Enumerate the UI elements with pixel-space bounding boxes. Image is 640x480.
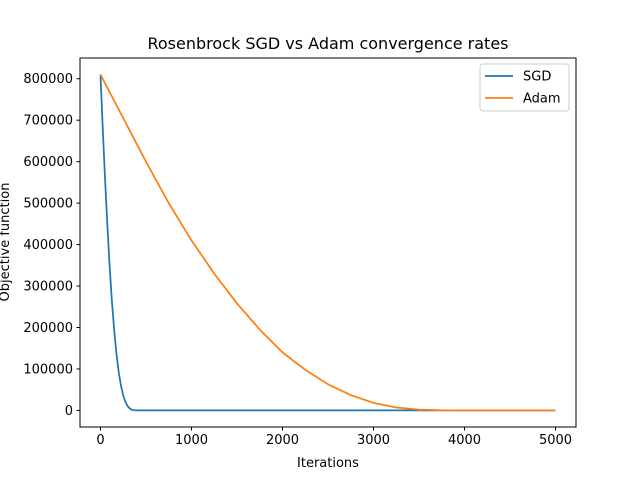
x-tick-label: 3000 bbox=[357, 433, 390, 448]
y-axis: 0 100000 200000 300000 400000 500000 600000 700… bbox=[23, 72, 80, 419]
x-tick-label: 2000 bbox=[266, 433, 299, 448]
series-line-adam bbox=[99, 74, 556, 412]
y-tick-label: 400000 bbox=[23, 238, 73, 253]
plot-lines bbox=[99, 74, 556, 412]
legend: SGD Adam bbox=[479, 63, 570, 112]
x-tick-label: 5000 bbox=[539, 433, 572, 448]
y-tick-label: 500000 bbox=[23, 197, 73, 212]
series-line-sgd bbox=[99, 74, 556, 412]
y-tick-label: 800000 bbox=[23, 72, 73, 87]
y-axis-label: Objective function bbox=[0, 183, 13, 302]
y-tick-label: 600000 bbox=[23, 155, 73, 170]
y-tick-label: 0 bbox=[65, 404, 73, 419]
legend-label-sgd: SGD bbox=[523, 70, 551, 85]
y-tick-label: 100000 bbox=[23, 362, 73, 377]
y-tick-label: 300000 bbox=[23, 280, 73, 295]
x-axis-label: Iterations bbox=[297, 456, 359, 471]
y-tick-label: 200000 bbox=[23, 321, 73, 336]
y-tick-label: 700000 bbox=[23, 114, 73, 129]
x-tick-label: 1000 bbox=[175, 433, 208, 448]
chart-title: Rosenbrock SGD vs Adam convergence rates bbox=[147, 34, 508, 53]
legend-label-adam: Adam bbox=[523, 92, 561, 107]
x-axis: 0 1000 2000 3000 4000 5000 bbox=[96, 427, 572, 448]
x-tick-label: 4000 bbox=[448, 433, 481, 448]
plot-frame bbox=[79, 57, 577, 428]
x-tick-label: 0 bbox=[96, 433, 104, 448]
